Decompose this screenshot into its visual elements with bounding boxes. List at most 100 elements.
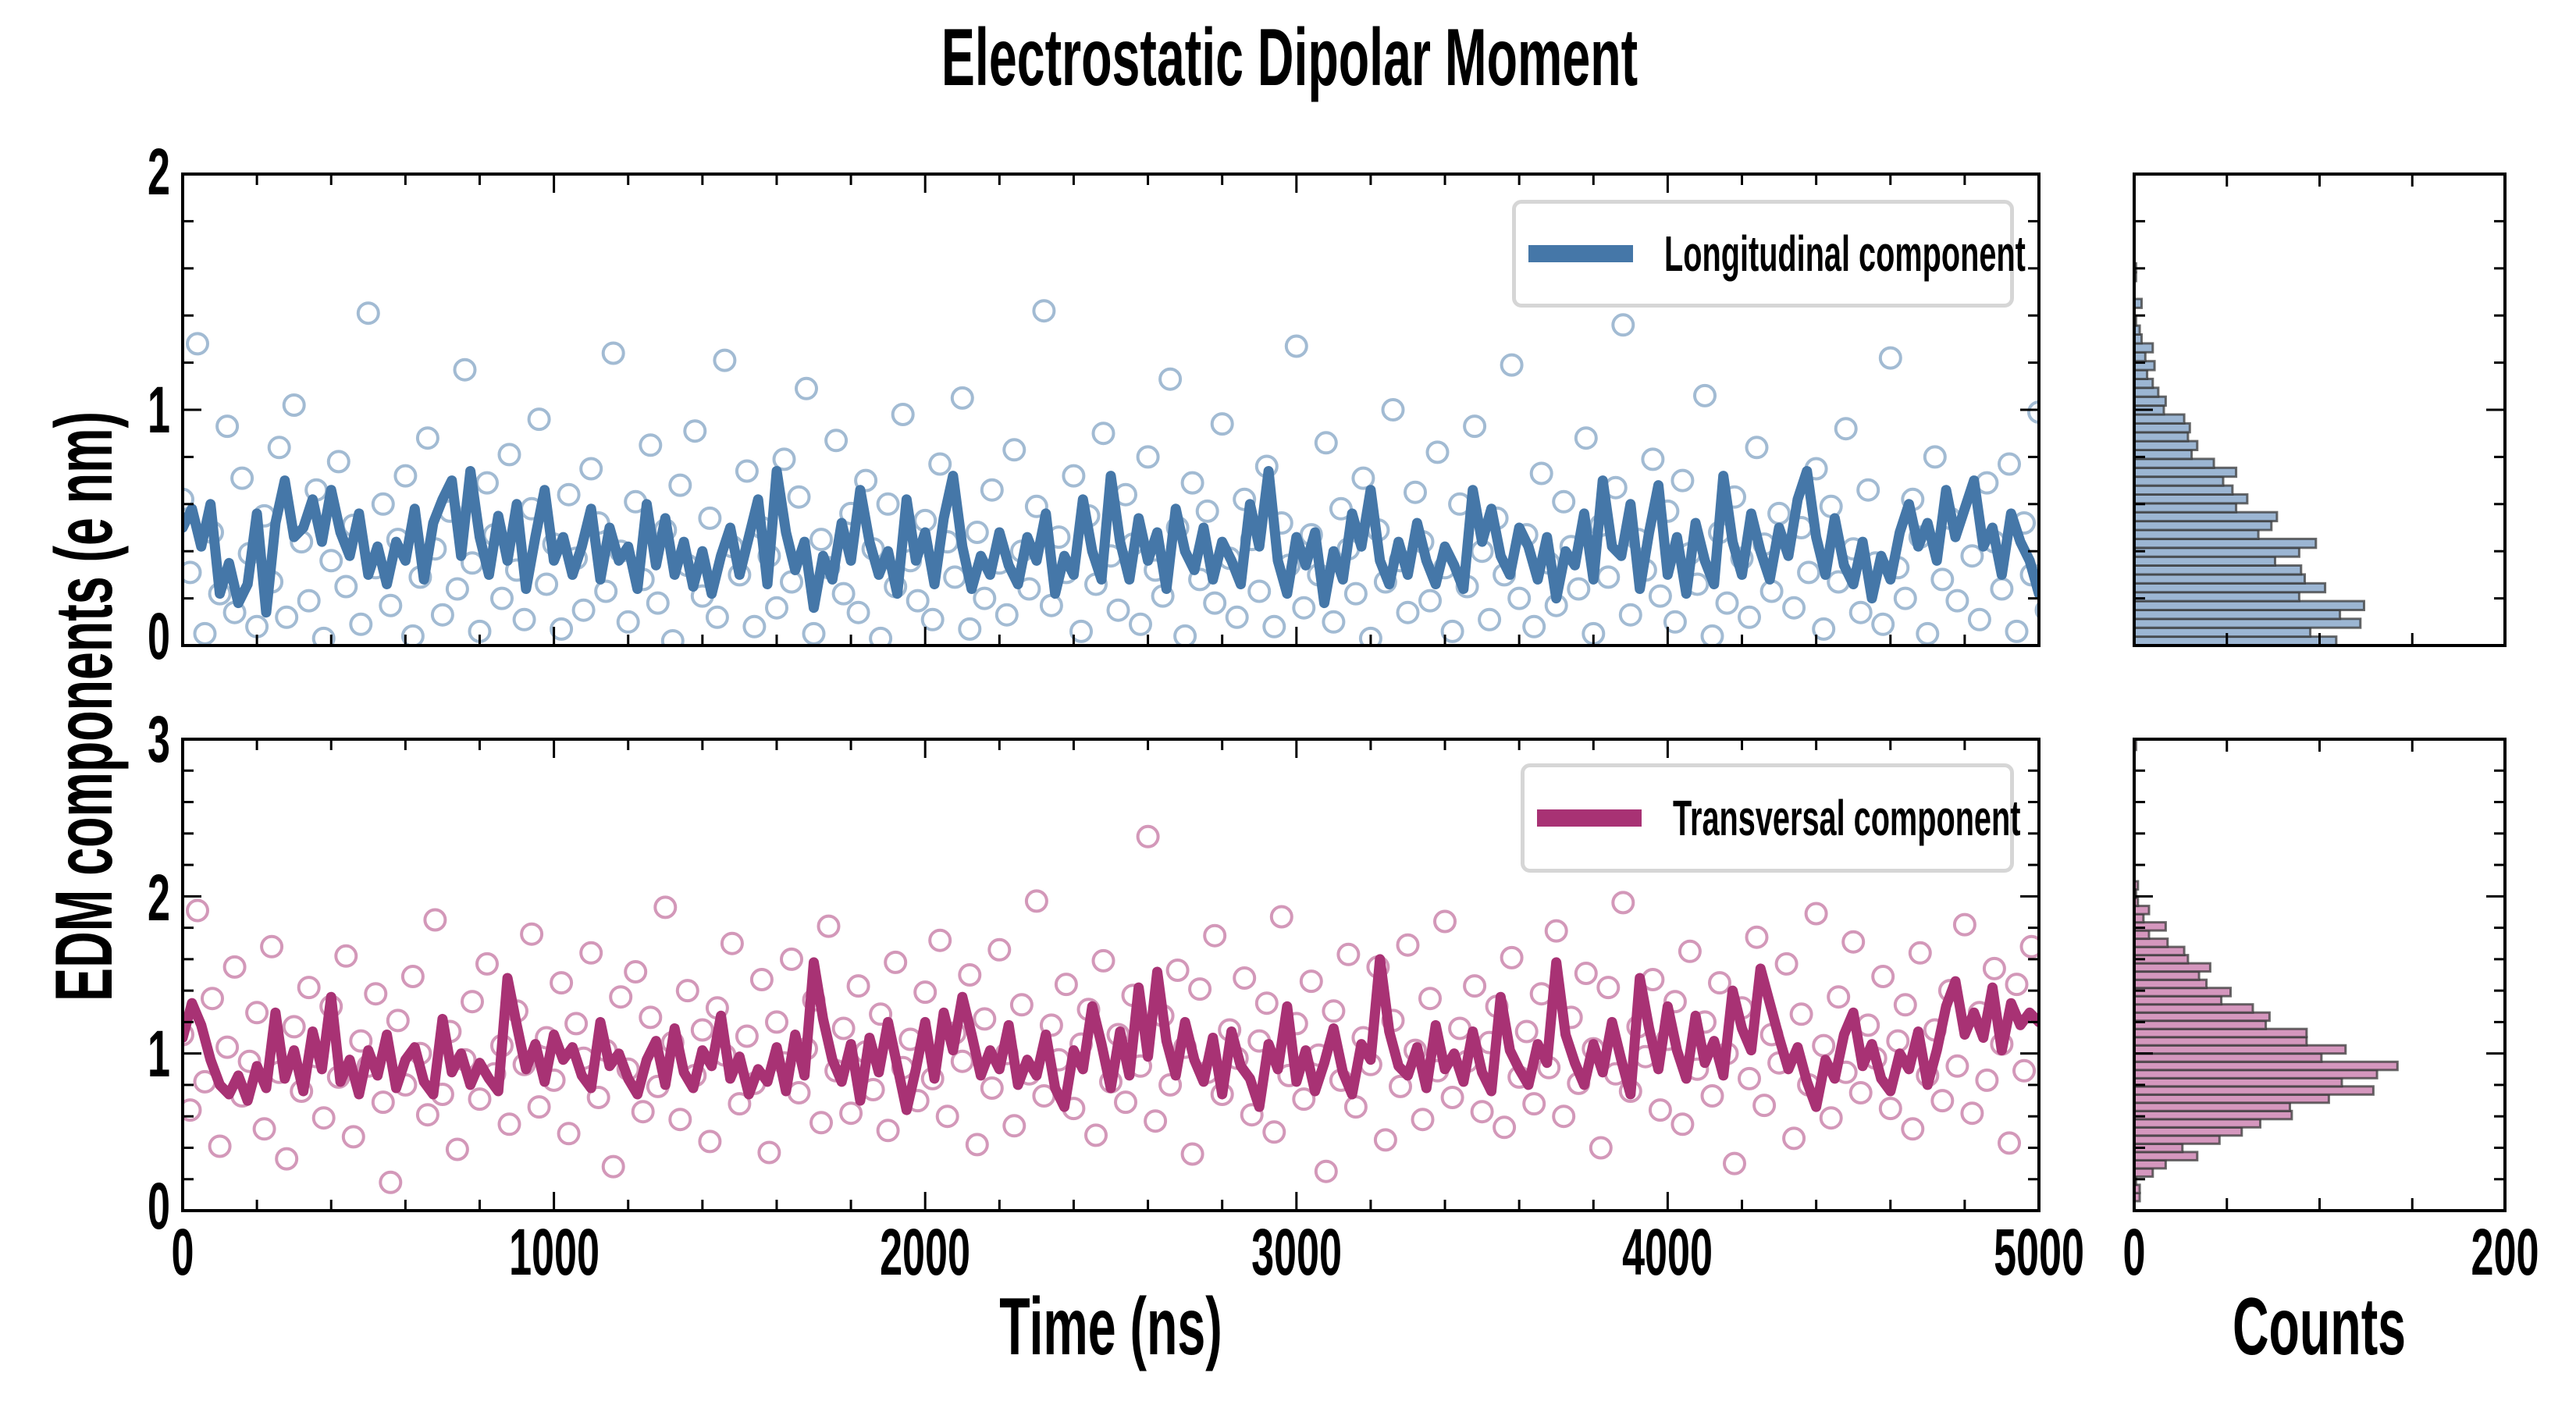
scatter-point — [326, 450, 350, 474]
scatter-point — [2066, 612, 2087, 632]
scatter-point — [1715, 591, 1739, 615]
scatter-point — [1381, 398, 1405, 422]
scatter-point — [965, 1133, 989, 1157]
scatter-point — [735, 1024, 759, 1048]
scatter-point — [349, 1029, 373, 1053]
scatter-point — [1967, 607, 1991, 631]
scatter-point — [720, 931, 744, 955]
scatter-point — [1180, 471, 1204, 495]
scatter-point — [1552, 489, 1576, 514]
scatter-point — [1611, 313, 1635, 337]
histogram-bar — [2133, 1076, 2343, 1088]
scatter-point — [415, 1103, 439, 1127]
scatter-point — [1663, 990, 1687, 1014]
scatter-point — [1322, 610, 1346, 634]
scatter-point — [579, 941, 603, 965]
scatter-point — [1314, 1159, 1338, 1183]
scatter-point — [1002, 438, 1026, 462]
scatter-point — [906, 589, 930, 613]
scatter-point — [1500, 945, 1524, 969]
scatter-point — [780, 947, 803, 971]
scatter-point — [1173, 624, 1197, 646]
scatter-point — [616, 610, 640, 634]
scatter-point — [400, 624, 425, 646]
x-tick-label: 2000 — [880, 1215, 970, 1289]
histogram-bar — [2133, 457, 2215, 469]
scatter-point — [854, 468, 878, 493]
scatter-point — [1738, 605, 1761, 629]
scatter-point — [1158, 367, 1183, 391]
scatter-point — [1670, 1112, 1695, 1136]
scatter-point — [624, 960, 648, 984]
scatter-point — [1032, 299, 1056, 323]
histogram-bar — [2133, 1011, 2271, 1023]
scatter-point — [2378, 557, 2398, 578]
scatter-point — [839, 1101, 863, 1126]
scatter-point — [201, 987, 224, 1011]
scatter-point — [1440, 619, 1464, 643]
scatter-point — [809, 1111, 833, 1135]
scatter-point — [1463, 974, 1487, 998]
scatter-point — [183, 560, 202, 585]
scatter-point — [341, 1125, 365, 1149]
legend-bottom: Transversal component — [1521, 763, 2020, 873]
scatter-point — [958, 963, 982, 987]
scatter-point — [1596, 976, 1621, 1000]
histogram-bar — [2133, 510, 2279, 523]
scatter-point — [1418, 589, 1442, 613]
scatter-point — [809, 528, 833, 552]
y-tick-label: 2 — [148, 861, 170, 934]
histogram-bar — [2133, 546, 2300, 558]
scatter-point — [1440, 1086, 1464, 1109]
scatter-point — [1039, 1013, 1063, 1037]
scatter-point — [183, 1098, 202, 1122]
histogram-bar — [2133, 484, 2234, 496]
scatter-point — [757, 1140, 781, 1165]
scatter-point — [1767, 501, 1791, 525]
x-tick-label: 5000 — [1994, 1215, 2084, 1289]
histogram-bar — [2133, 1151, 2199, 1161]
scatter-point — [1024, 889, 1048, 913]
scatter-point — [2005, 973, 2029, 997]
scatter-point — [1738, 1066, 1761, 1090]
scatter-point — [1841, 930, 1866, 954]
scatter-point — [2393, 589, 2413, 609]
scatter-point — [550, 617, 574, 641]
scatter-point — [1203, 923, 1227, 948]
scatter-point — [935, 1104, 959, 1129]
histogram-bar — [2133, 502, 2238, 514]
scatter-point — [2386, 430, 2406, 450]
histogram-bar — [2133, 1109, 2293, 1121]
scatter-point — [1433, 909, 1457, 934]
scatter-point — [512, 607, 536, 631]
histogram-bar — [2133, 1052, 2323, 1063]
histogram-bar — [2133, 564, 2303, 576]
histogram-bar — [2133, 439, 2199, 451]
scatter-point — [1203, 591, 1227, 615]
scatter-point — [334, 574, 358, 599]
scatter-point — [2356, 548, 2376, 568]
scatter-point — [2034, 601, 2039, 620]
scatter-point — [884, 950, 908, 974]
scatter-point — [475, 471, 499, 495]
scatter-point — [1945, 1054, 1969, 1078]
scatter-point — [1908, 941, 1932, 965]
scatter-point — [1262, 1120, 1286, 1144]
scatter-point — [1611, 891, 1635, 915]
scatter-point — [675, 979, 699, 1003]
x-tick-label: 1000 — [509, 1215, 600, 1289]
scatter-point — [1292, 596, 1316, 620]
scatter-point — [1998, 1131, 2021, 1155]
scatter-point — [183, 487, 194, 511]
histogram-bar — [2133, 962, 2211, 973]
scatter-point — [564, 1012, 589, 1036]
scatter-point — [1396, 600, 1420, 624]
legend-label-longitudinal: Longitudinal component — [1664, 226, 2026, 282]
scatter-point — [468, 1087, 492, 1112]
histogram-bar — [2133, 1019, 2268, 1030]
histogram-bar — [2133, 1085, 2375, 1096]
scatter-point — [297, 976, 321, 1000]
scatter-point — [1930, 567, 1955, 592]
bottom-line-series — [183, 954, 2039, 1115]
histogram-bar — [2133, 1003, 2254, 1014]
